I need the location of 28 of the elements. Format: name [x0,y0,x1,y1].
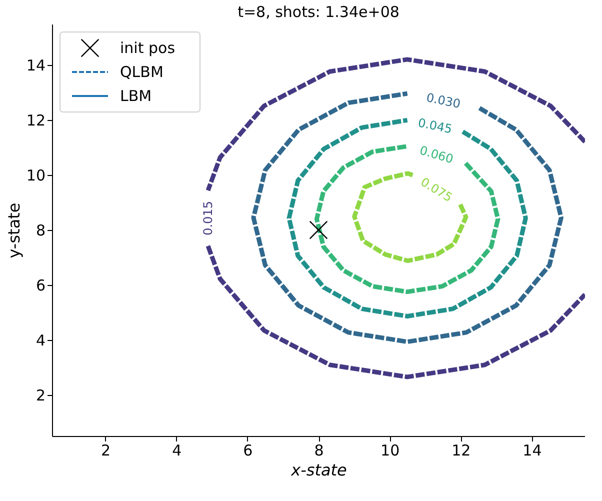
text: 0.045 [416,116,454,136]
line-series [314,144,500,294]
x-tick-label: 14 [522,442,542,460]
x-tick-label: 2 [101,442,111,460]
y-tick-label: 10 [26,166,46,185]
y-tick-label: 4 [36,331,46,350]
text: 0.060 [418,143,455,166]
line-series [251,91,564,344]
x-tick-label: 12 [452,442,471,460]
annotation: LBM [120,87,152,105]
y-tick-label: 2 [36,386,46,404]
text: 0.030 [425,90,462,112]
legend-label: init pos [120,39,176,57]
y-tick-label: 12 [26,112,46,130]
x-axis-title: x-state [290,460,348,480]
x-tick-label: 4 [172,442,182,460]
annotation: QLBM [120,63,164,81]
y-tick-label: 8 [36,222,46,240]
x-tick-label: 8 [314,442,324,460]
y-tick-label: 6 [36,276,46,294]
line-series [352,171,468,264]
x-tick-label: 10 [380,442,400,460]
y-axis-title: y-state [4,202,24,258]
y-tick-label: 14 [26,56,46,75]
chart-title: t=8, shots: 1.34e+08 [238,3,400,21]
text: 0.015 [200,201,215,236]
line-series [286,118,528,318]
x-tick-label: 6 [243,442,253,460]
